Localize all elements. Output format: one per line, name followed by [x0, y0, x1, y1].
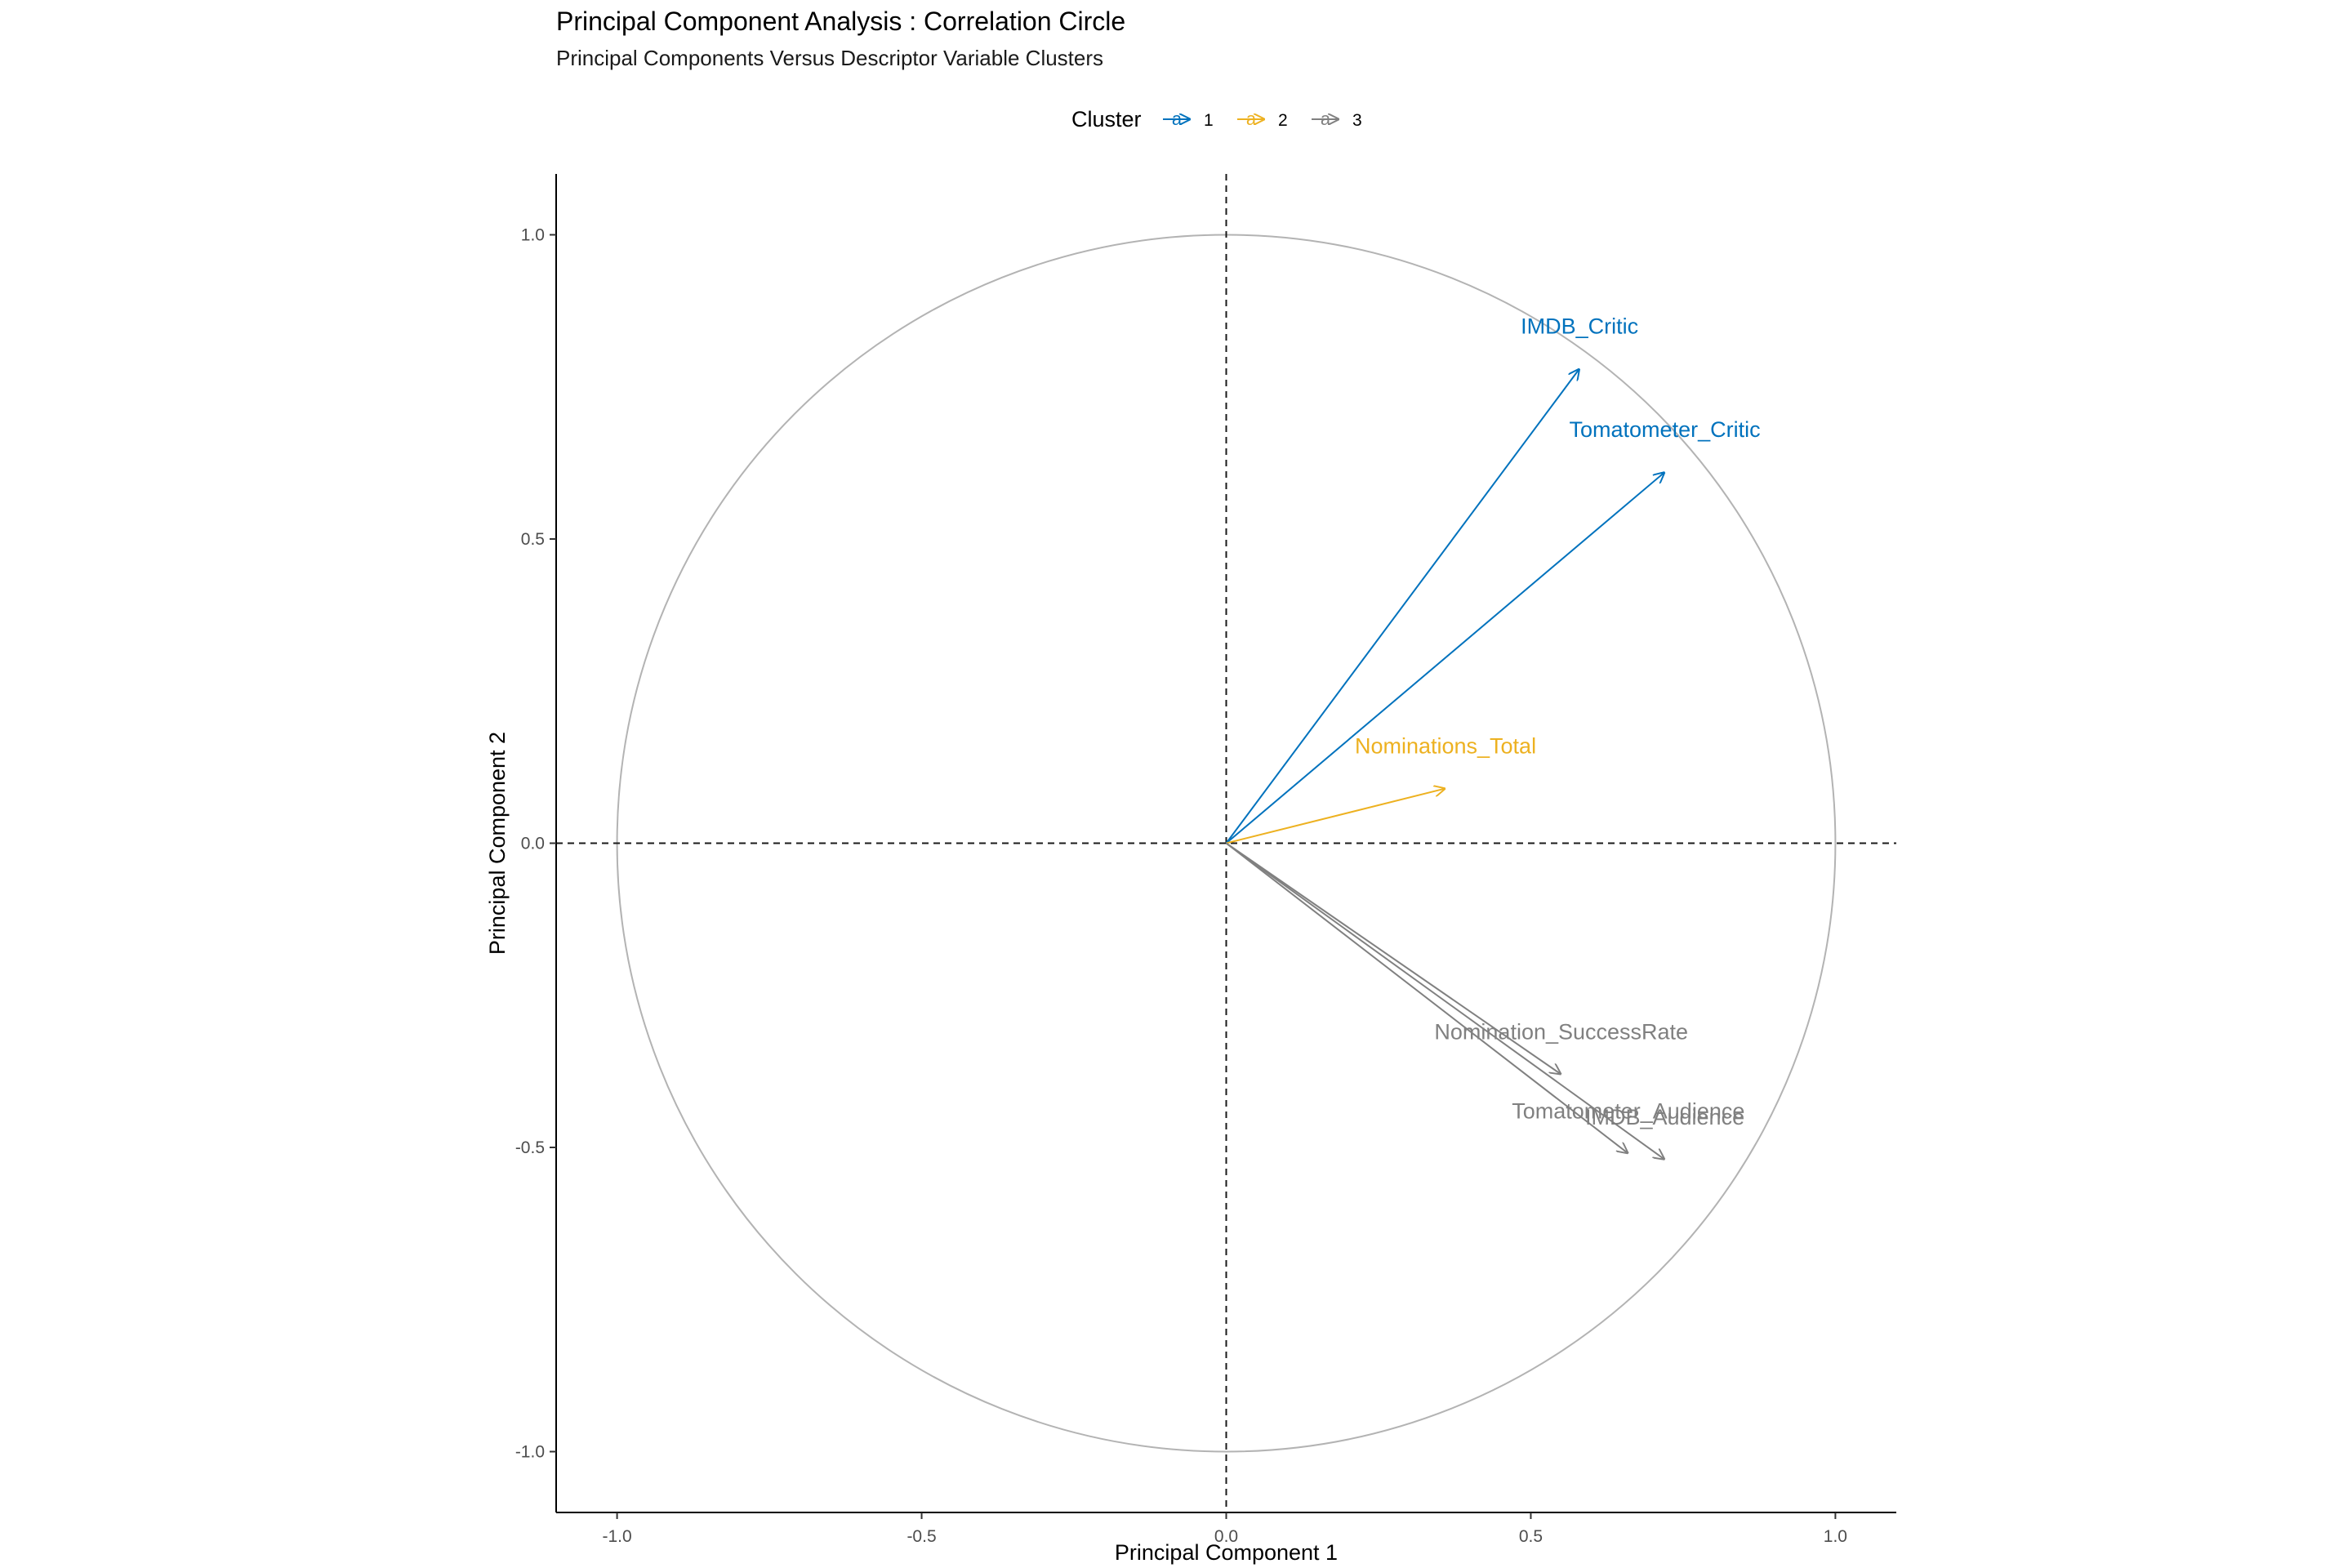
variable-label: Nomination_SuccessRate — [1434, 1019, 1688, 1044]
y-tick-label: 0.5 — [521, 530, 545, 549]
x-tick-label: -0.5 — [906, 1527, 936, 1546]
legend-entry-label: 1 — [1204, 111, 1214, 130]
y-axis-title: Principal Component 2 — [485, 732, 510, 955]
variable-label: Tomatometer_Critic — [1570, 417, 1761, 442]
x-tick-label: -1.0 — [602, 1527, 631, 1546]
y-tick-label: 1.0 — [521, 226, 545, 245]
variable-label: IMDB_Audience — [1585, 1105, 1744, 1129]
variable-arrow — [1226, 788, 1446, 844]
chart-title: Principal Component Analysis : Correlati… — [556, 7, 1126, 36]
variable-label: IMDB_Critic — [1521, 314, 1638, 338]
variable-label: Tomatometer_Audience — [1512, 1098, 1744, 1123]
legend-key-glyph: a — [1172, 109, 1183, 129]
legend-entry-label: 2 — [1278, 111, 1288, 130]
y-tick-label: -0.5 — [515, 1138, 545, 1157]
variable-arrow — [1225, 842, 1665, 1160]
variable-arrow — [1225, 472, 1665, 844]
x-tick-label: 1.0 — [1824, 1527, 1847, 1546]
x-tick-label: 0.0 — [1214, 1527, 1238, 1546]
legend-entry-label: 3 — [1352, 111, 1362, 130]
x-axis-title: Principal Component 1 — [1115, 1540, 1338, 1565]
legend-key-glyph: a — [1246, 109, 1257, 129]
legend-key-glyph: a — [1321, 109, 1331, 129]
variable-arrow — [1225, 368, 1580, 844]
variable-arrow — [1225, 842, 1628, 1154]
variable-arrow — [1225, 842, 1561, 1075]
x-tick-label: 0.5 — [1519, 1527, 1543, 1546]
y-tick-label: 0.0 — [521, 835, 545, 853]
legend-title: Cluster — [1071, 107, 1142, 131]
variable-label: Nominations_Total — [1355, 733, 1536, 758]
y-tick-label: -1.0 — [515, 1443, 545, 1462]
chart-subtitle: Principal Components Versus Descriptor V… — [556, 46, 1104, 70]
